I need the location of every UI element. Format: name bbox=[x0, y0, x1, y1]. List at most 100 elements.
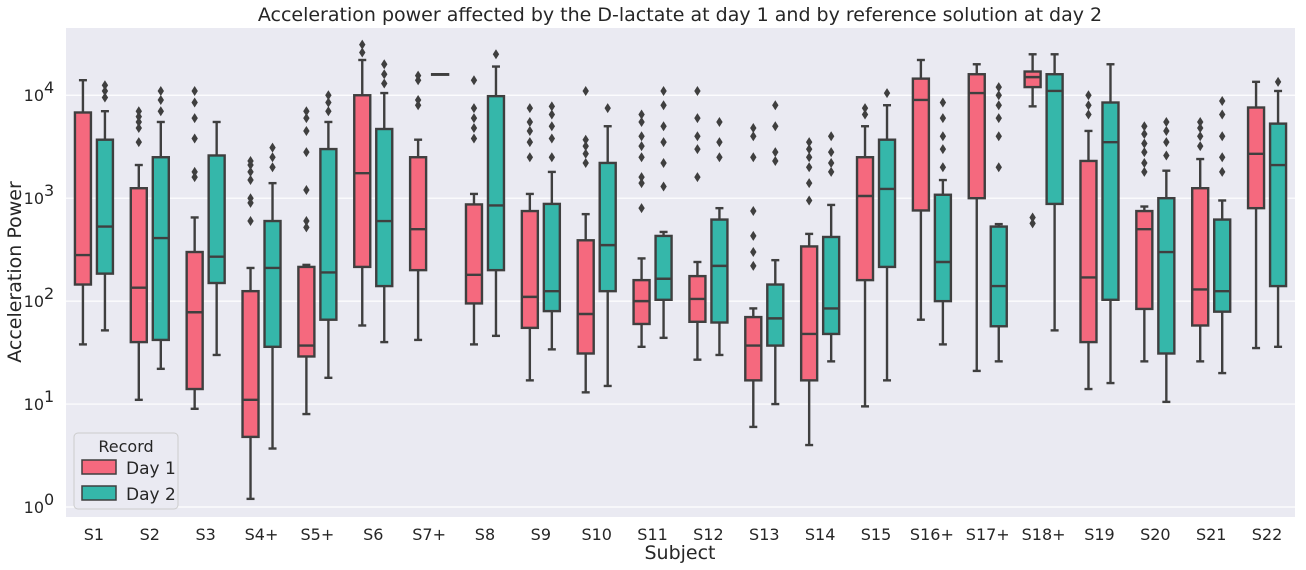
y-tick-exponent-2: 2 bbox=[44, 284, 54, 303]
box-1-16 bbox=[967, 73, 986, 200]
outlier-box-1-12-5 bbox=[750, 131, 757, 142]
legend: Record Day 1 Day 2 bbox=[73, 432, 179, 510]
y-tick-exponent-4: 4 bbox=[44, 78, 54, 97]
legend-title: Record bbox=[98, 437, 153, 456]
box-1-20 bbox=[1191, 187, 1210, 327]
outlier-box-1-19-5 bbox=[1141, 121, 1148, 132]
x-tick-label-12: S13 bbox=[749, 525, 780, 544]
outlier-box-1-2-4 bbox=[191, 97, 198, 108]
outlier-box-1-4-6 bbox=[303, 106, 310, 117]
box-1-15 bbox=[911, 77, 931, 212]
x-tick-label-9: S10 bbox=[581, 525, 612, 544]
outlier-box-2-20-1 bbox=[1219, 152, 1226, 163]
box-1-4 bbox=[297, 265, 316, 358]
box-2-17 bbox=[1045, 73, 1064, 206]
box-1-17 bbox=[1023, 70, 1042, 89]
outlier-box-1-2-3 bbox=[191, 113, 198, 124]
box-2-3 bbox=[263, 219, 282, 349]
outlier-box-2-16-1 bbox=[995, 131, 1002, 142]
outlier-box-1-20-2 bbox=[1197, 123, 1204, 134]
x-tick-label-18: S19 bbox=[1084, 525, 1115, 544]
outlier-box-1-7-2 bbox=[470, 113, 478, 124]
x-tick-label-19: S20 bbox=[1140, 525, 1171, 544]
y-tick-label-4: 10 bbox=[24, 86, 44, 105]
x-axis-label: Subject bbox=[644, 542, 715, 564]
outlier-box-1-8-2 bbox=[526, 125, 534, 136]
x-tick-label-16: S17+ bbox=[966, 525, 1010, 544]
outlier-box-2-3-2 bbox=[269, 142, 276, 153]
box-1-3 bbox=[241, 289, 260, 439]
outlier-box-2-10-2 bbox=[660, 137, 667, 148]
outlier-box-1-7-4 bbox=[470, 75, 478, 86]
outlier-box-1-3-4 bbox=[247, 166, 254, 177]
outlier-box-2-7-0 bbox=[492, 49, 500, 60]
outlier-box-1-19-1 bbox=[1141, 157, 1148, 168]
x-tick-label-11: S12 bbox=[693, 525, 724, 544]
outlier-box-1-6-0 bbox=[414, 100, 422, 111]
box-2-19 bbox=[1157, 196, 1176, 355]
box-1-18 bbox=[1079, 159, 1098, 344]
outlier-box-2-19-1 bbox=[1163, 137, 1170, 148]
outlier-box-1-10-5 bbox=[638, 131, 645, 142]
outlier-box-1-10-7 bbox=[638, 109, 645, 120]
box-1-0 bbox=[73, 111, 93, 286]
box-1-1 bbox=[129, 187, 148, 344]
outlier-box-1-9-4 bbox=[582, 85, 589, 96]
x-tick-label-10: S11 bbox=[637, 525, 668, 544]
outlier-box-1-11-3 bbox=[694, 113, 701, 124]
outlier-box-1-14-1 bbox=[861, 103, 869, 114]
x-tick-label-1: S2 bbox=[140, 525, 160, 544]
outlier-box-2-15-3 bbox=[939, 113, 947, 124]
outlier-box-2-13-3 bbox=[827, 131, 835, 142]
outlier-box-1-3-3 bbox=[247, 175, 254, 186]
box-2-16 bbox=[989, 225, 1008, 328]
y-tick-exponent-0: 0 bbox=[44, 490, 54, 509]
x-tick-label-3: S4+ bbox=[245, 525, 279, 544]
box-1-5 bbox=[353, 94, 372, 269]
outlier-box-1-18-1 bbox=[1085, 100, 1092, 111]
outlier-box-2-10-4 bbox=[660, 100, 667, 111]
chart-title: Acceleration power affected by the D-lac… bbox=[258, 4, 1102, 26]
outlier-box-1-10-3 bbox=[638, 152, 645, 163]
legend-swatch-day-1 bbox=[81, 459, 117, 475]
outlier-box-2-10-5 bbox=[660, 85, 667, 96]
outlier-box-2-15-1 bbox=[939, 144, 947, 155]
box-2-0 bbox=[95, 138, 115, 275]
legend-swatch-day-2 bbox=[81, 485, 117, 501]
x-tick-label-8: S9 bbox=[531, 525, 551, 544]
box-2-4 bbox=[319, 147, 338, 321]
y-tick-exponent-3: 3 bbox=[44, 181, 54, 200]
outlier-box-1-20-3 bbox=[1197, 116, 1204, 127]
outlier-box-1-18-0 bbox=[1085, 109, 1092, 120]
outlier-box-1-4-2 bbox=[303, 185, 310, 196]
outlier-box-1-10-4 bbox=[638, 141, 645, 152]
outlier-box-1-6-1 bbox=[414, 94, 422, 105]
box-2-10 bbox=[654, 234, 673, 302]
outlier-box-1-7-1 bbox=[470, 123, 478, 134]
outlier-box-1-3-2 bbox=[247, 193, 254, 204]
outlier-box-2-8-4 bbox=[548, 101, 556, 112]
outlier-box-1-20-0 bbox=[1197, 141, 1204, 152]
outlier-box-1-8-1 bbox=[526, 137, 534, 148]
outlier-box-2-20-2 bbox=[1219, 131, 1226, 142]
box-1-13 bbox=[799, 245, 819, 382]
outlier-box-2-10-0 bbox=[660, 181, 667, 192]
outlier-box-2-10-1 bbox=[660, 157, 667, 168]
outlier-box-1-10-1 bbox=[638, 178, 645, 189]
outlier-box-1-1-0 bbox=[135, 137, 142, 148]
outlier-box-1-12-2 bbox=[750, 230, 757, 241]
outlier-box-1-8-3 bbox=[526, 116, 534, 127]
x-axis-ticks: S1 S2 S3 S4+ S5+ S6 S7+ S8 S9 S10 S11 S12 S13 S14 S15 S… bbox=[84, 525, 1283, 544]
outlier-box-1-2-1 bbox=[191, 166, 198, 177]
outlier-box-1-11-1 bbox=[694, 144, 701, 155]
outlier-box-2-1-2 bbox=[157, 85, 164, 96]
outlier-box-2-3-1 bbox=[269, 152, 276, 163]
box-2-20 bbox=[1213, 218, 1232, 313]
outlier-box-2-1-1 bbox=[157, 94, 164, 105]
legend-label-day-1: Day 1 bbox=[126, 459, 176, 479]
outlier-box-1-14-0 bbox=[861, 109, 869, 120]
box-1-21 bbox=[1246, 106, 1266, 210]
outlier-box-1-5-1 bbox=[359, 39, 366, 50]
outlier-box-1-3-6 bbox=[247, 155, 254, 166]
x-tick-label-20: S21 bbox=[1196, 525, 1227, 544]
